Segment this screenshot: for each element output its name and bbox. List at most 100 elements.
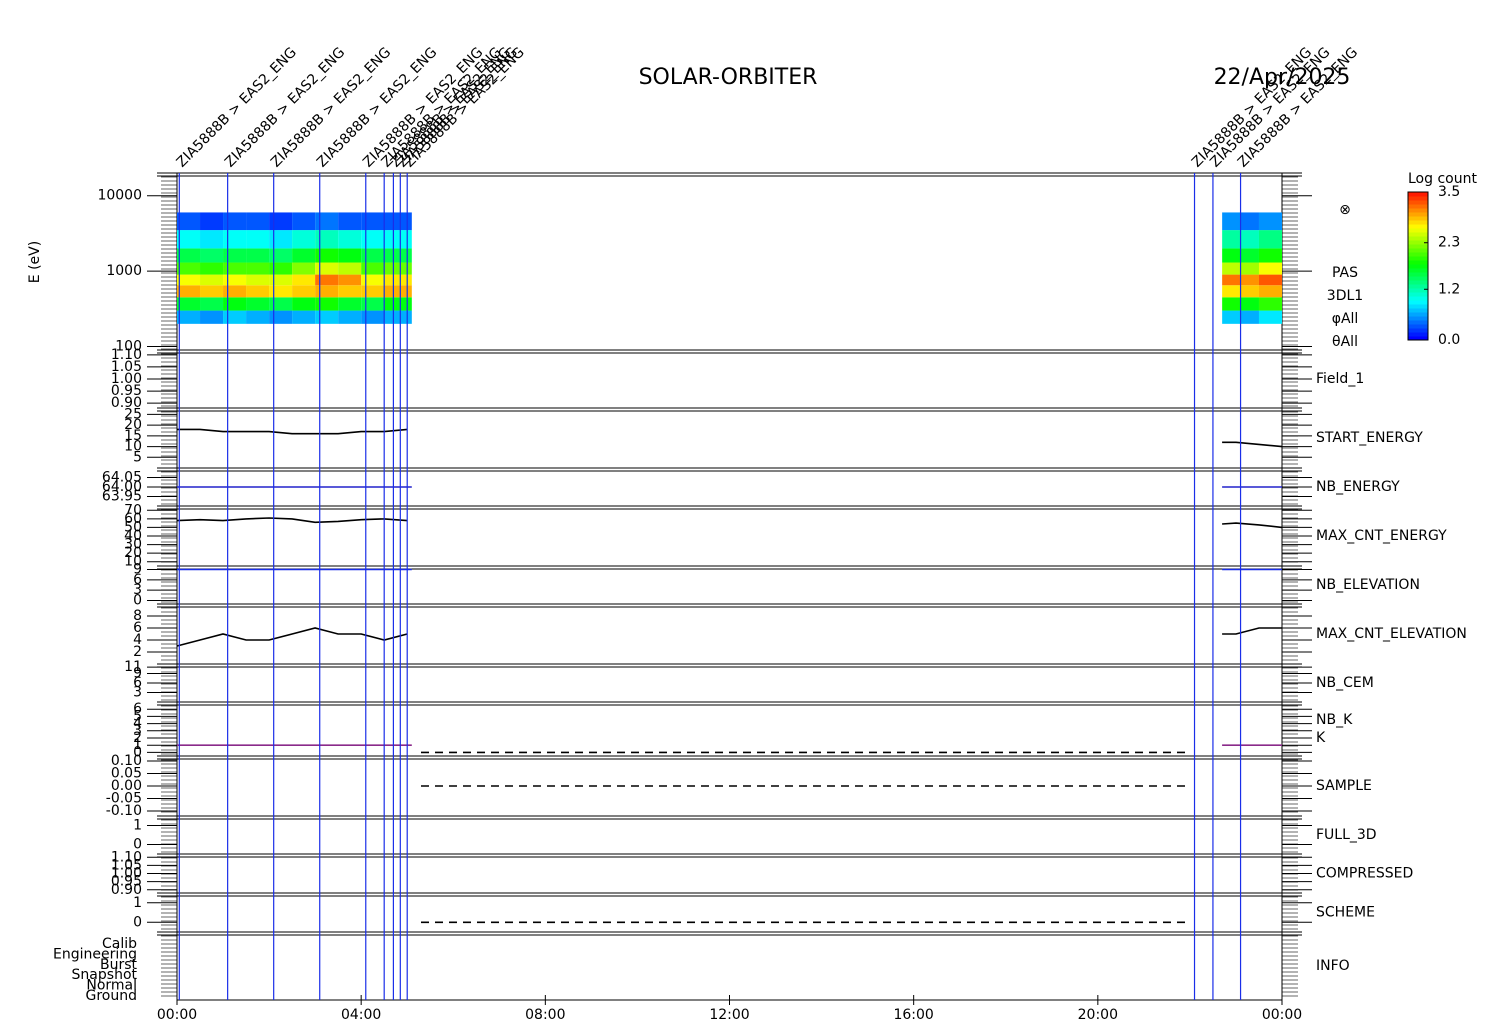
heat-cell (384, 297, 412, 311)
heat-cell (223, 285, 247, 298)
y-tick-label: 1.00 (111, 371, 142, 387)
colorbar-strip (1408, 300, 1428, 305)
heat-cell (292, 262, 316, 275)
colorbar-tick-label: 3.5 (1438, 184, 1460, 200)
panel-label: φAll (1332, 311, 1359, 327)
heat-cell (384, 310, 412, 324)
y-tick-label: 0.95 (111, 383, 142, 399)
colorbar-strip (1408, 260, 1428, 265)
y-tick-label: 0.05 (111, 766, 142, 782)
heat-cell (315, 297, 339, 311)
y-tick-label: 15 (124, 428, 142, 444)
colorbar-strip (1408, 240, 1428, 245)
y-tick-label: 9 (133, 561, 142, 577)
y-tick-label: 100 (115, 339, 142, 355)
panel-label: NB_ELEVATION (1316, 577, 1420, 593)
colorbar-strip (1408, 264, 1428, 269)
y-tick-label: 1 (133, 818, 142, 834)
heat-cell (223, 248, 247, 263)
heat-cell (1240, 262, 1259, 275)
heat-cell (200, 297, 224, 311)
heat-cell (361, 230, 385, 249)
heat-cell (292, 297, 316, 311)
heat-cell (1222, 297, 1241, 311)
y-tick-label: 3 (133, 685, 142, 701)
heat-cell (246, 310, 270, 324)
colorbar-tick-label: 1.2 (1438, 281, 1460, 297)
heat-cell (177, 285, 201, 298)
heat-cell (338, 248, 362, 263)
colorbar-strip (1408, 304, 1428, 309)
panel-label: PAS (1332, 265, 1358, 281)
heat-cell (1258, 262, 1282, 275)
y-tick-label: 0.95 (111, 874, 142, 890)
y-tick-label: 1.05 (111, 359, 142, 375)
panel-label: NB_K (1316, 712, 1353, 728)
heat-cell (177, 230, 201, 249)
x-tick-label: 20:00 (1078, 1007, 1118, 1020)
heat-cell (1258, 285, 1282, 298)
colorbar-strip (1408, 268, 1428, 273)
series-line (177, 428, 1283, 448)
heat-cell (200, 285, 224, 298)
heat-cell (200, 248, 224, 263)
y-tick-label: 64.00 (102, 479, 142, 495)
heat-cell (246, 212, 270, 231)
heat-cell (315, 230, 339, 249)
x-tick-label: 00:00 (1262, 1007, 1302, 1020)
heat-cell (338, 212, 362, 231)
heat-cell (200, 310, 224, 324)
y-tick-label: 3 (133, 723, 142, 739)
heat-cell (200, 212, 224, 231)
series-line (176, 517, 1283, 529)
heat-cell (1222, 285, 1241, 298)
y-tick-label: 60 (124, 511, 142, 527)
heat-cell (1258, 297, 1282, 311)
y-tick-label: 0 (133, 914, 142, 930)
heat-cell (384, 274, 412, 286)
colorbar-strip (1408, 212, 1428, 217)
colorbar-strip (1408, 336, 1428, 341)
heat-cell (315, 310, 339, 324)
date: 22/Apr/2025 (1214, 65, 1351, 90)
heat-cell (246, 297, 270, 311)
heat-cell (1258, 274, 1282, 286)
heat-cell (384, 262, 412, 275)
y-tick-label: 1.00 (111, 866, 142, 882)
y-tick-label: 6 (133, 701, 142, 717)
heat-cell (1240, 297, 1259, 311)
heat-cell (338, 285, 362, 298)
heat-cell (292, 230, 316, 249)
colorbar-strip (1408, 316, 1428, 321)
heat-cell (361, 297, 385, 311)
y-tick-label: 8 (133, 608, 142, 624)
colorbar-strip (1408, 256, 1428, 261)
y-tick-label: 0.90 (111, 882, 142, 898)
heat-cell (361, 274, 385, 286)
heat-cell (315, 248, 339, 263)
y-tick-label: 0 (133, 744, 142, 760)
y-tick-label: 2 (133, 644, 142, 660)
panel-label: MAX_CNT_ENERGY (1316, 528, 1447, 544)
heat-cell (1258, 248, 1282, 263)
panel-label: START_ENERGY (1316, 430, 1423, 446)
category-label: Calib (102, 936, 137, 952)
y-tick-label: 0.90 (111, 395, 142, 411)
heat-cell (269, 285, 293, 298)
colorbar-tick-label: 2.3 (1438, 235, 1460, 251)
panel-label: θAll (1332, 334, 1358, 350)
y-tick-label: 10 (124, 554, 142, 570)
heat-cell (384, 285, 412, 298)
y-tick-label: 1 (133, 737, 142, 753)
colorbar-strip (1408, 216, 1428, 221)
colorbar-strip (1408, 224, 1428, 229)
y-tick-label: 10000 (97, 188, 142, 204)
heat-cell (269, 248, 293, 263)
y-tick-label: 5 (133, 708, 142, 724)
chart-title: SOLAR-ORBITER (639, 65, 818, 90)
y-tick-label: 6 (133, 675, 142, 691)
colorbar-strip (1408, 284, 1428, 289)
heat-cell (361, 285, 385, 298)
panel-label: 3DL1 (1327, 288, 1363, 304)
